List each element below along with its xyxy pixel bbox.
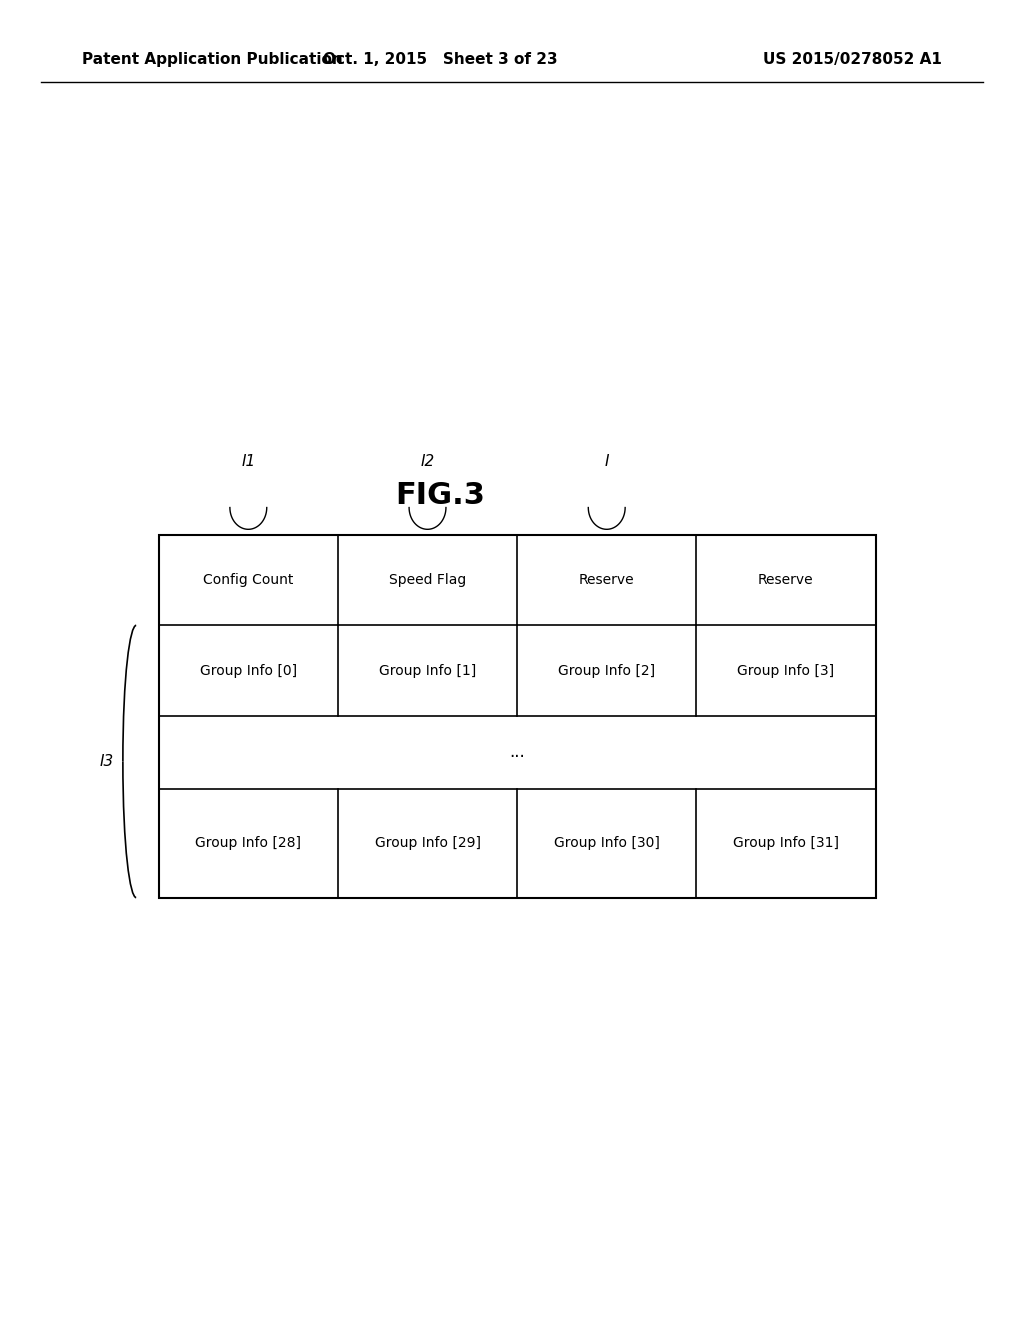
Bar: [159, 535, 876, 898]
Text: I: I: [604, 454, 609, 470]
Text: Speed Flag: Speed Flag: [389, 573, 466, 587]
Text: Reserve: Reserve: [758, 573, 814, 587]
Text: FIG.3: FIG.3: [395, 480, 485, 510]
Text: Group Info [30]: Group Info [30]: [554, 836, 659, 850]
Text: Patent Application Publication: Patent Application Publication: [82, 51, 343, 67]
Text: Group Info [3]: Group Info [3]: [737, 664, 835, 677]
Text: Group Info [0]: Group Info [0]: [200, 664, 297, 677]
Text: ...: ...: [509, 743, 525, 762]
Text: Reserve: Reserve: [579, 573, 635, 587]
Text: I2: I2: [421, 454, 434, 470]
Text: Group Info [2]: Group Info [2]: [558, 664, 655, 677]
Text: Group Info [31]: Group Info [31]: [733, 836, 839, 850]
Text: Group Info [28]: Group Info [28]: [196, 836, 301, 850]
Text: US 2015/0278052 A1: US 2015/0278052 A1: [763, 51, 942, 67]
Text: Config Count: Config Count: [203, 573, 294, 587]
Text: Oct. 1, 2015   Sheet 3 of 23: Oct. 1, 2015 Sheet 3 of 23: [323, 51, 558, 67]
Text: I1: I1: [242, 454, 255, 470]
Text: Group Info [1]: Group Info [1]: [379, 664, 476, 677]
Text: I3: I3: [99, 754, 114, 770]
Text: Group Info [29]: Group Info [29]: [375, 836, 480, 850]
